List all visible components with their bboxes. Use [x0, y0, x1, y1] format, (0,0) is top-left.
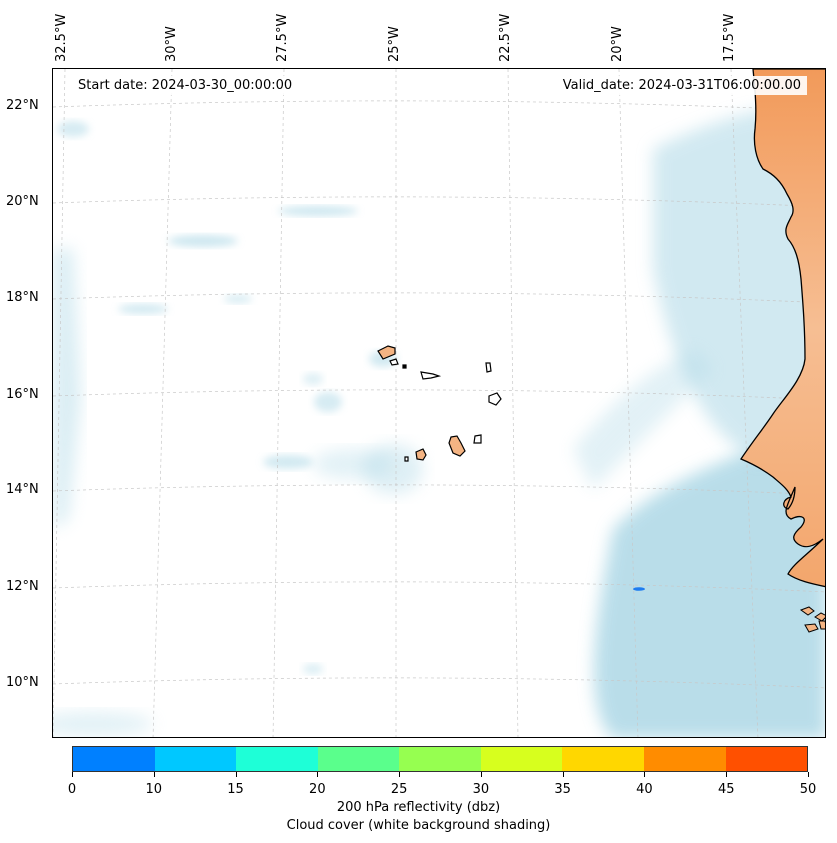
colorbar-tick [399, 772, 401, 777]
cloud-patch-13 [224, 295, 252, 303]
sal [485, 362, 492, 373]
latitude-label: 18°N [6, 290, 39, 305]
graticule [53, 69, 825, 737]
colorbar-tick-label: 45 [717, 782, 735, 797]
longitude-label: 20°W [610, 26, 625, 62]
colorbar-tick [644, 772, 646, 777]
bissau-islands [799, 606, 825, 633]
colorbar-tick-label: 10 [145, 782, 163, 797]
cloud-patch-10 [313, 449, 393, 479]
map-canvas [53, 69, 825, 737]
africa-land [740, 69, 825, 588]
start-date: Start date: 2024-03-30_00:00:00 [72, 76, 299, 95]
sao-vicente [389, 358, 399, 366]
brava [404, 456, 409, 462]
cloud-patch-11 [303, 664, 323, 674]
latitude-label: 14°N [6, 482, 39, 497]
colorbar-tick [480, 772, 482, 777]
reflectivity-echo [633, 587, 645, 591]
colorbar-tick-label: 30 [472, 782, 490, 797]
colorbar-segment [725, 747, 808, 771]
cloud-patch-7 [263, 455, 313, 469]
colorbar-tick [153, 772, 155, 777]
latitude-label: 12°N [6, 579, 39, 594]
colorbar-tick [726, 772, 728, 777]
colorbar-segment [317, 747, 400, 771]
longitude-label: 25°W [387, 26, 402, 62]
longitude-label: 22.5°W [498, 13, 513, 62]
colorbar-segment [643, 747, 726, 771]
sao-nicolau [420, 371, 442, 380]
longitude-label: 32.5°W [54, 13, 69, 62]
colorbar-tick-label: 15 [227, 782, 244, 797]
colorbar-segment [73, 747, 155, 771]
maio [473, 434, 482, 444]
santo-antao [377, 345, 396, 360]
cloud-streak-diagonal [573, 349, 713, 489]
fogo [415, 448, 427, 461]
cloud-patch-12 [53, 712, 153, 736]
cloud-patch-3 [118, 304, 168, 314]
boa-vista [488, 392, 502, 406]
cloud-patch-8 [57, 121, 89, 137]
cape-verde-islands [377, 345, 502, 462]
cloud-cover-layer [53, 99, 825, 737]
latitude-label: 10°N [6, 675, 39, 690]
colorbar-tick [235, 772, 237, 777]
colorbar-tick-label: 20 [309, 782, 326, 797]
latitude-label: 20°N [6, 194, 39, 209]
cloud-southeast [594, 439, 825, 737]
colorbar [72, 746, 808, 772]
colorbar-tick [808, 772, 809, 777]
latitude-label: 22°N [6, 98, 39, 113]
map-panel [52, 68, 826, 738]
longitude-label: 17.5°W [722, 13, 737, 62]
cloud-patch-2 [278, 206, 358, 216]
colorbar-tick [317, 772, 319, 777]
colorbar-tick-label: 50 [799, 782, 817, 797]
colorbar-segment [562, 747, 644, 771]
longitude-label: 30°W [164, 26, 179, 62]
cloud-patch-1 [168, 235, 238, 247]
colorbar-tick [72, 772, 73, 777]
colorbar-subtitle: Cloud cover (white background shading) [286, 818, 551, 833]
colorbar-title: 200 hPa reflectivity (dbz) [336, 800, 501, 815]
colorbar-tick-label: 35 [554, 782, 571, 797]
colorbar-segment [399, 747, 481, 771]
cloud-west-edge [53, 249, 81, 529]
colorbar-tick-label: 40 [636, 782, 653, 797]
colorbar-tick-label: 25 [390, 782, 408, 797]
cloud-patch-5 [314, 392, 342, 412]
cloud-patch-9 [303, 373, 323, 385]
santiago [448, 435, 466, 457]
colorbar-segment [480, 747, 563, 771]
longitude-label: 27.5°W [275, 13, 290, 62]
colorbar-segment [236, 747, 318, 771]
latitude-label: 16°N [6, 387, 39, 402]
santa-luzia [402, 364, 407, 369]
colorbar-tick-label: 0 [67, 782, 77, 797]
valid-date: Valid_date: 2024-03-31T06:00:00.00 [556, 76, 807, 95]
colorbar-segment [154, 747, 237, 771]
colorbar-tick [562, 772, 564, 777]
